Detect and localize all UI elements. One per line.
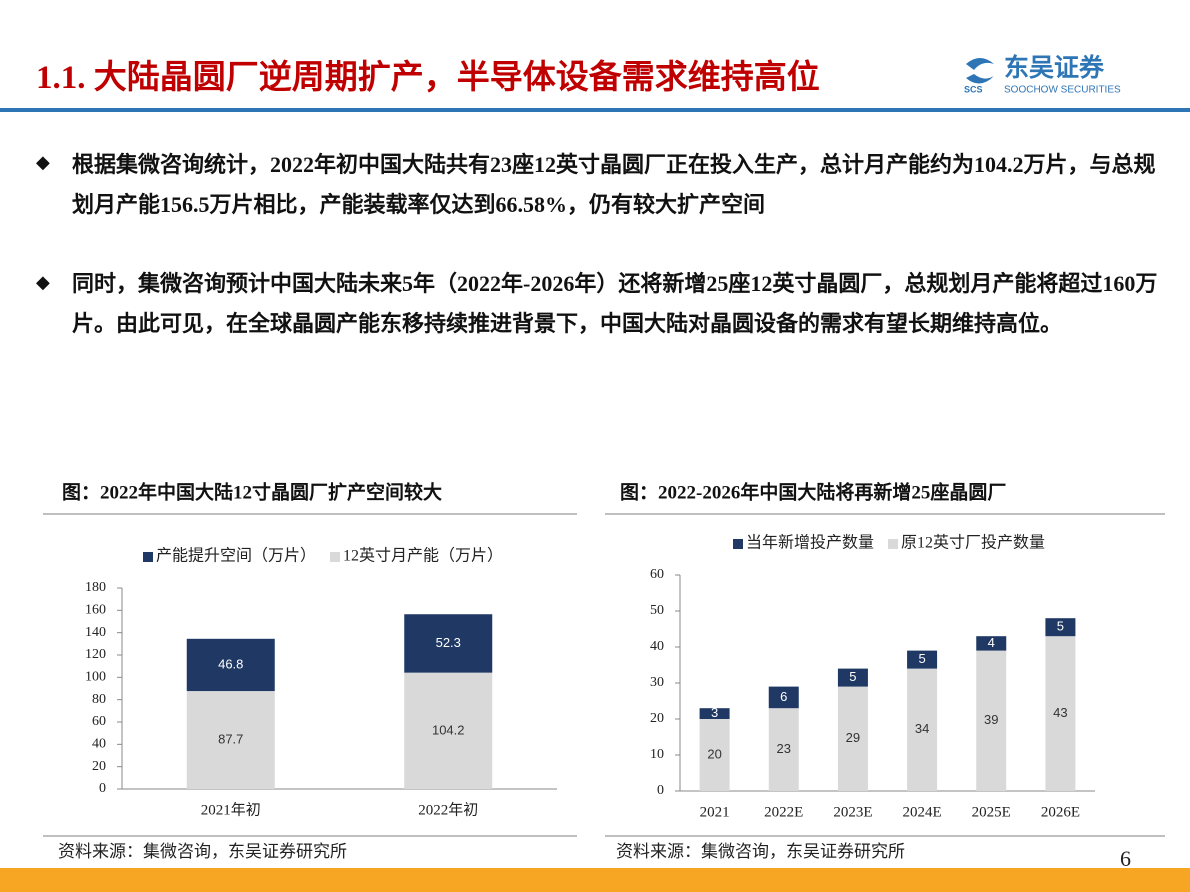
bar-segment (699, 719, 730, 791)
logo-icon (966, 74, 994, 84)
logo-mark: SCS (964, 84, 983, 94)
y-tick-label: 20 (92, 759, 106, 774)
y-tick-label: 60 (650, 567, 664, 582)
y-tick-label: 20 (650, 711, 664, 726)
legend-label: 12英寸月产能（万片） (343, 547, 503, 565)
y-tick-label: 100 (85, 670, 106, 685)
legend-label: 当年新增投产数量 (746, 534, 874, 552)
x-tick-label: 2022E (764, 804, 803, 820)
bar-segment (699, 708, 730, 719)
y-tick-label: 140 (85, 625, 106, 640)
y-tick-label: 0 (657, 783, 664, 798)
value-label: 34 (915, 721, 929, 736)
bar-segment (186, 691, 275, 789)
bar-segment (768, 686, 799, 709)
bar-segment (976, 650, 1007, 791)
bar-segment (1045, 618, 1076, 637)
value-label: 87.7 (218, 731, 243, 746)
bar-segment (186, 638, 275, 692)
y-tick-label: 120 (85, 647, 106, 662)
y-tick-label: 160 (85, 603, 106, 618)
value-label: 43 (1053, 705, 1067, 720)
chart-title: 图：2022-2026年中国大陆将再新增25座晶圆厂 (620, 480, 1006, 503)
charts: 图：2022年中国大陆12寸晶圆厂扩产空间较大资料来源：集微咨询，东吴证券研究所… (43, 480, 1165, 861)
logo-icon (966, 58, 994, 70)
page-number: 6 (1120, 846, 1131, 871)
value-label: 104.2 (432, 722, 465, 737)
slide-title: 1.1. 大陆晶圆厂逆周期扩产，半导体设备需求维持高位 (36, 60, 820, 96)
logo-en: SOOCHOW SECURITIES (1004, 85, 1121, 96)
bar-segment (768, 708, 799, 791)
header-rule (0, 108, 1190, 112)
bar-segment (837, 668, 868, 687)
value-label: 39 (984, 712, 998, 727)
legend-label: 产能提升空间（万片） (156, 547, 316, 565)
source-note: 资料来源：集微咨询，东吴证券研究所 (616, 842, 905, 861)
x-tick-label: 2026E (1041, 804, 1080, 820)
legend-swatch (143, 552, 153, 562)
legend-swatch (888, 539, 899, 549)
chart-title: 图：2022年中国大陆12寸晶圆厂扩产空间较大 (62, 480, 442, 503)
y-tick-label: 40 (92, 737, 106, 752)
bar-segment (837, 686, 868, 791)
value-label: 5 (918, 651, 925, 666)
y-tick-label: 60 (92, 714, 106, 729)
y-tick-label: 80 (92, 692, 106, 707)
y-tick-label: 180 (85, 580, 106, 595)
source-note: 资料来源：集微咨询，东吴证券研究所 (58, 842, 347, 861)
bullet-text: 根据集微咨询统计，2022年初中国大陆共有23座12英寸晶圆厂正在投入生产，总计… (72, 152, 1156, 217)
x-tick-label: 2022年初 (418, 801, 478, 818)
x-tick-label: 2021年初 (201, 801, 261, 818)
y-tick-label: 30 (650, 675, 664, 690)
value-label: 20 (707, 746, 721, 761)
value-label: 6 (780, 689, 787, 704)
bar-segment (404, 614, 493, 673)
bar-segment (1045, 636, 1076, 791)
bar-segment (976, 636, 1007, 651)
value-label: 4 (988, 635, 995, 650)
bullet-marker: ◆ (36, 152, 50, 172)
logo: 东吴证券 SCS SOOCHOW SECURITIES (964, 53, 1121, 96)
x-tick-label: 2023E (833, 804, 872, 820)
y-tick-label: 10 (650, 747, 664, 762)
bullet-marker: ◆ (36, 272, 50, 292)
footer-band (0, 868, 1190, 892)
bar-segment (907, 668, 938, 791)
bar-segment (907, 650, 938, 669)
bar-segment (404, 672, 493, 789)
y-tick-label: 0 (99, 781, 106, 796)
legend-swatch (330, 552, 341, 562)
value-label: 46.8 (218, 656, 243, 671)
y-tick-label: 50 (650, 603, 664, 618)
x-tick-label: 2024E (902, 804, 941, 820)
legend-label: 原12英寸厂投产数量 (901, 534, 1045, 552)
logo-cn: 东吴证券 (1004, 53, 1105, 82)
y-tick-label: 40 (650, 639, 664, 654)
legend-swatch (733, 539, 743, 549)
value-label: 23 (777, 741, 791, 756)
x-tick-label: 2021 (700, 804, 730, 820)
value-label: 29 (846, 730, 860, 745)
value-label: 3 (711, 705, 718, 720)
value-label: 52.3 (436, 635, 461, 650)
value-label: 5 (849, 669, 856, 684)
value-label: 5 (1057, 619, 1064, 634)
x-tick-label: 2025E (972, 804, 1011, 820)
bullet-text: 同时，集微咨询预计中国大陆未来5年（2022年-2026年）还将新增25座12英… (72, 271, 1158, 336)
